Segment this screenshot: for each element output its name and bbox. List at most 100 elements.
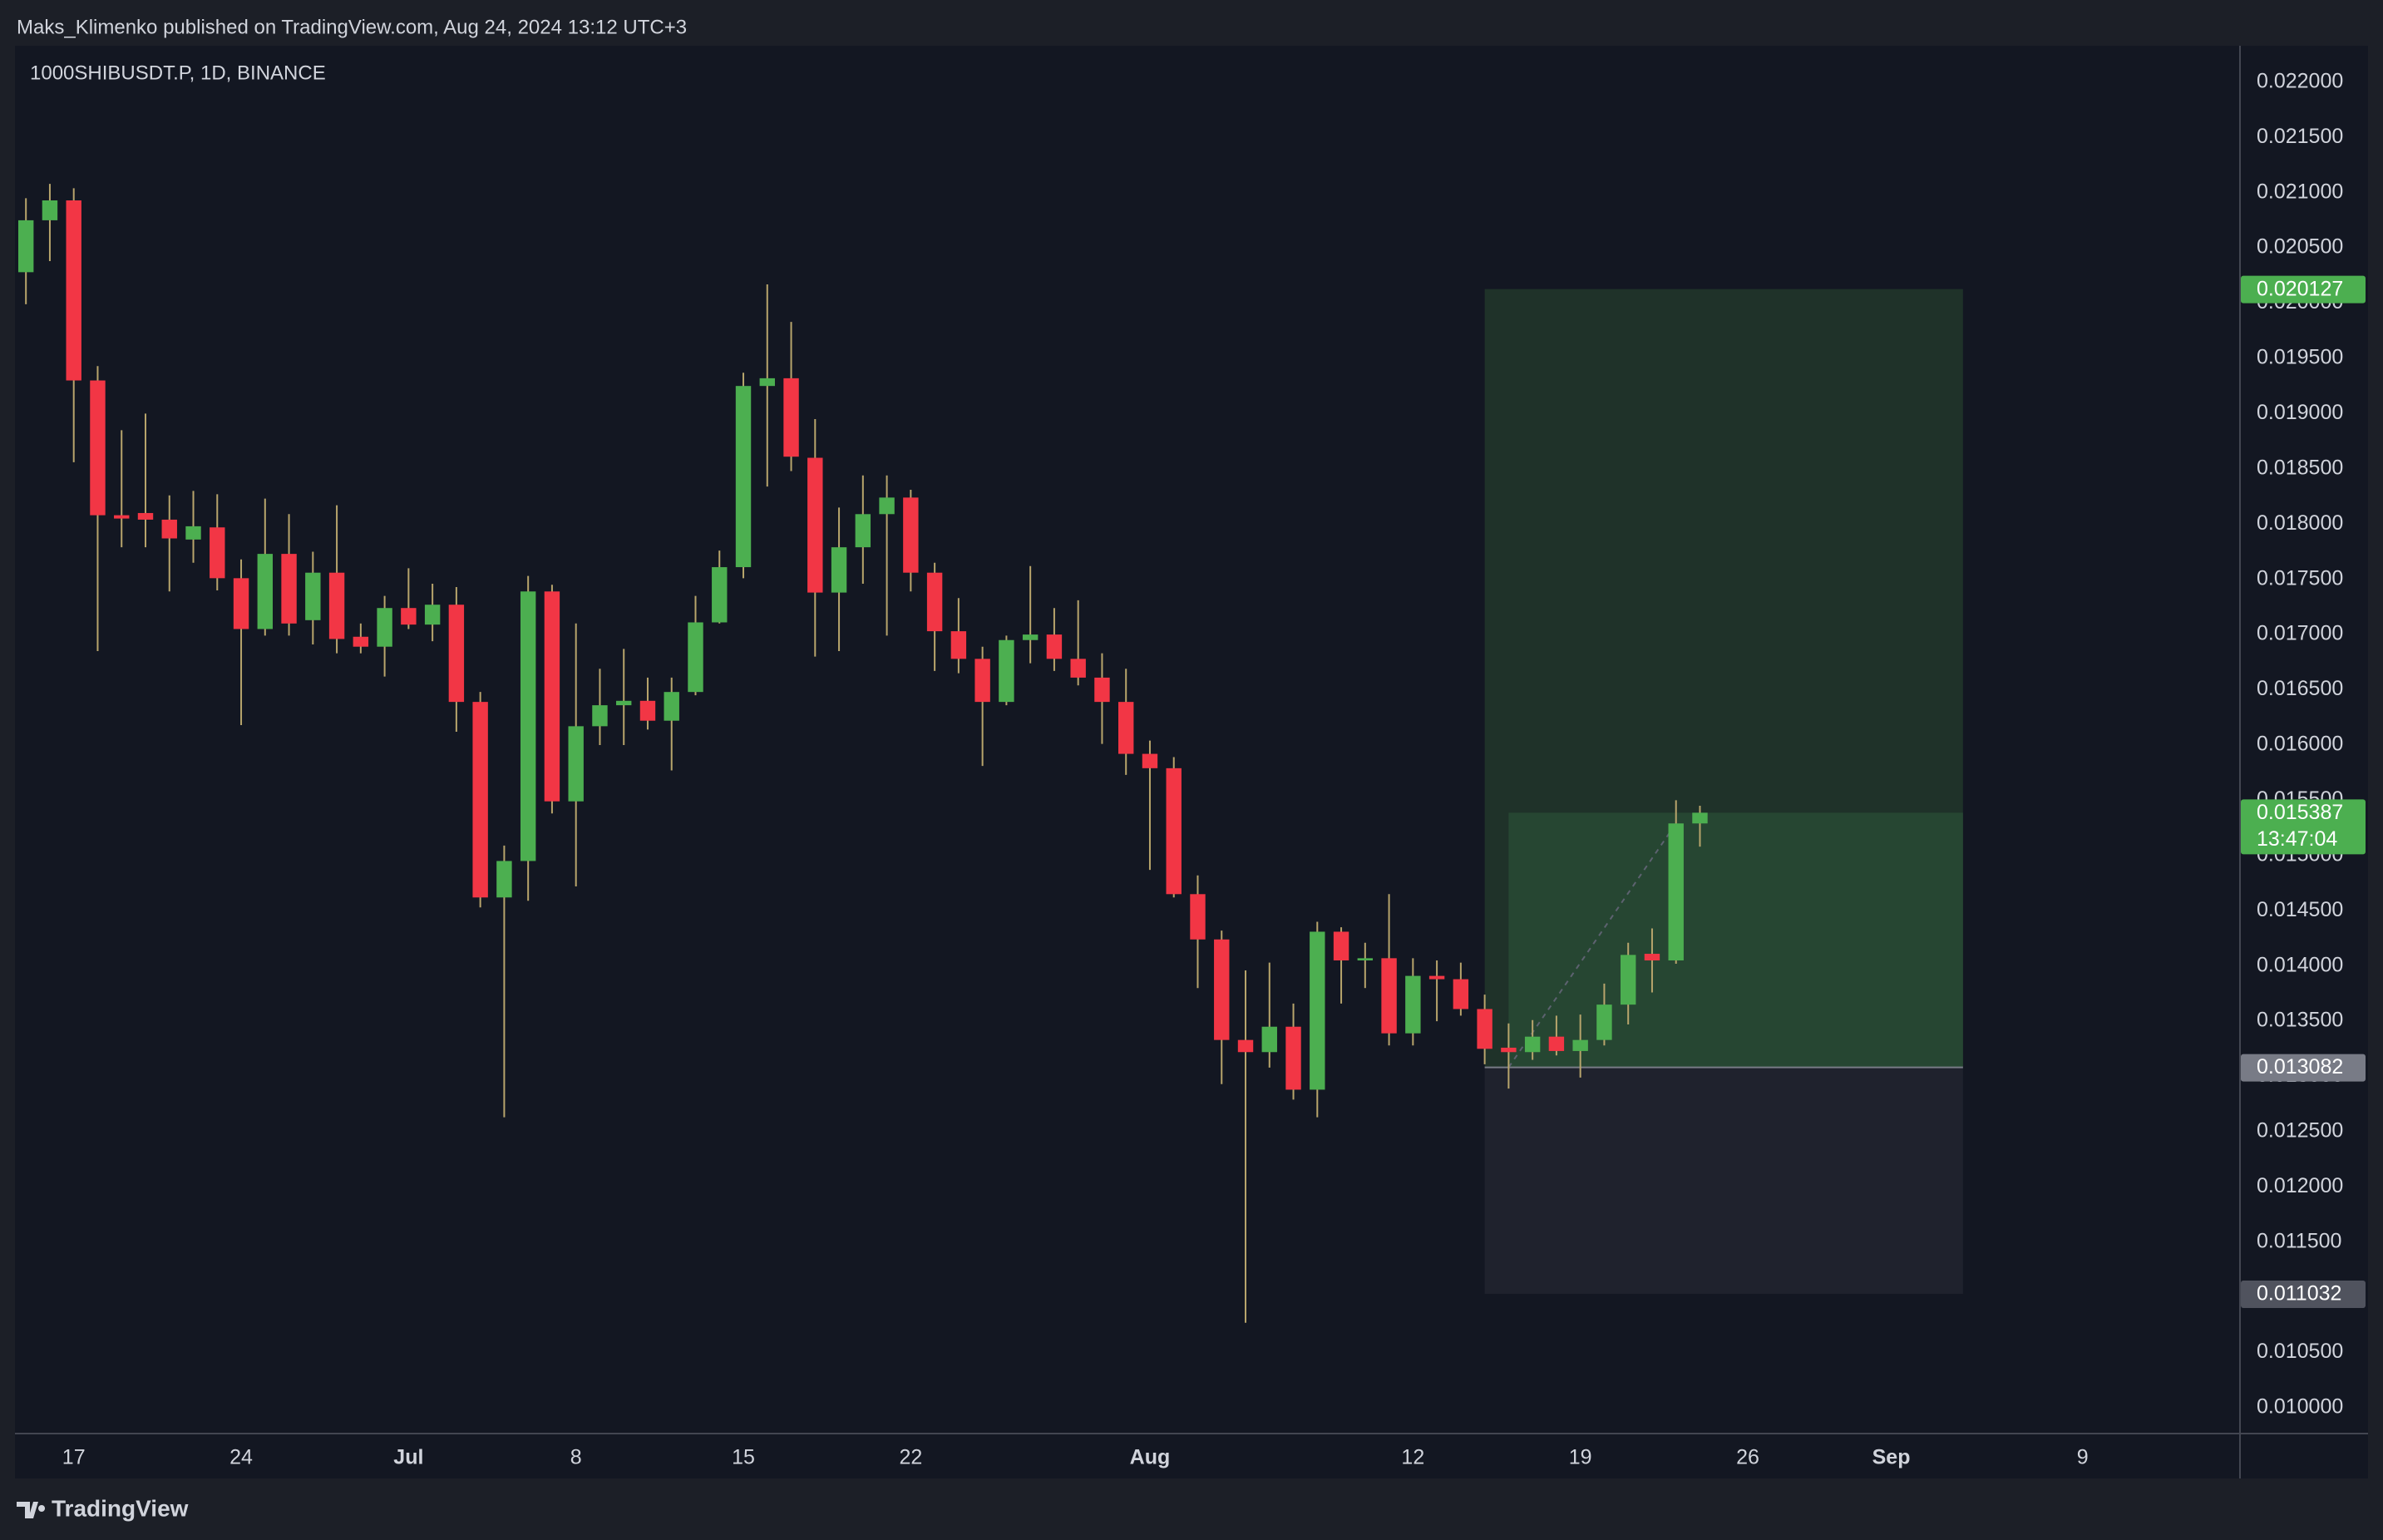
candle-body <box>1094 677 1110 703</box>
candle <box>1477 995 1492 1064</box>
candle <box>831 507 847 652</box>
candle <box>472 692 488 908</box>
candle <box>664 677 679 771</box>
candle-body <box>17 220 34 273</box>
candle-body <box>1644 954 1660 961</box>
candle-body <box>1285 1026 1301 1090</box>
candle <box>1214 930 1230 1084</box>
candle <box>1190 875 1206 989</box>
candle-body <box>1310 931 1325 1090</box>
candle-body <box>42 200 58 220</box>
candle-body <box>1046 634 1063 659</box>
candle-body <box>210 527 225 579</box>
candle-body <box>496 861 512 898</box>
candle-body <box>999 639 1014 703</box>
x-tick-label: Aug <box>1130 1446 1171 1469</box>
candle <box>1357 942 1374 989</box>
candle <box>639 677 656 730</box>
y-tick-label: 0.018000 <box>2257 511 2343 535</box>
candle-body <box>448 605 465 703</box>
candle-body <box>1692 812 1708 824</box>
x-tick-label: 19 <box>1569 1446 1592 1469</box>
candle <box>759 284 775 487</box>
candle <box>568 623 584 886</box>
candle <box>257 498 273 636</box>
candle-body <box>855 514 871 548</box>
candle <box>90 366 106 652</box>
candle-body <box>472 702 488 898</box>
candle-body <box>1261 1026 1277 1053</box>
candle <box>353 623 369 654</box>
candle <box>185 491 201 563</box>
candle <box>305 551 321 645</box>
candle <box>377 595 392 677</box>
y-tick-label: 0.014000 <box>2257 953 2343 976</box>
candle-body <box>66 200 81 381</box>
y-tick-label: 0.010000 <box>2257 1395 2343 1419</box>
logo-icon <box>17 1502 46 1518</box>
candle-body <box>1572 1039 1588 1051</box>
candle <box>1237 970 1254 1323</box>
candle-body <box>1117 702 1134 754</box>
candle-body <box>879 497 895 515</box>
candle-body <box>281 554 297 624</box>
y-tick-label: 0.018500 <box>2257 456 2343 479</box>
candle <box>999 635 1014 706</box>
candle-body <box>1237 1039 1254 1053</box>
header: Maks_Klimenko published on TradingView.c… <box>17 16 687 38</box>
y-tick-label: 0.010500 <box>2257 1340 2343 1363</box>
x-tick-label: 17 <box>62 1446 86 1469</box>
y-tick-label: 0.016500 <box>2257 677 2343 700</box>
candle <box>1692 806 1708 847</box>
candle-body <box>807 457 823 593</box>
candle-body <box>568 726 584 802</box>
candle <box>974 646 990 767</box>
candle <box>1070 600 1086 686</box>
y-tick-label: 0.019500 <box>2257 346 2343 369</box>
open-profit <box>1508 812 1963 1068</box>
candle <box>1142 740 1158 871</box>
candle-body <box>1548 1036 1565 1051</box>
countdown: 13:47:04 <box>2257 827 2337 851</box>
candle-body <box>735 386 752 568</box>
candle <box>903 490 919 592</box>
candle <box>712 550 728 624</box>
candle-body <box>1022 634 1039 640</box>
candle <box>855 475 871 584</box>
candle <box>616 649 632 745</box>
chart-title: 1000SHIBUSDT.P, 1D, BINANCE <box>30 62 326 84</box>
candle <box>1381 894 1397 1046</box>
candle <box>1548 1015 1565 1056</box>
candle <box>210 494 225 590</box>
candle <box>17 198 34 304</box>
candle-body <box>712 567 728 623</box>
entry-label-box <box>2241 1054 2366 1082</box>
y-tick-label: 0.011500 <box>2257 1229 2341 1252</box>
candle-body <box>1668 823 1684 961</box>
candle <box>1668 800 1684 964</box>
y-tick-label: 0.020500 <box>2257 235 2343 259</box>
candle <box>1596 983 1612 1046</box>
stop-label-box <box>2241 1280 2366 1308</box>
chart-pane <box>15 46 2368 1478</box>
candle <box>1261 962 1277 1068</box>
target-label-box <box>2241 275 2366 304</box>
candle-body <box>353 636 369 647</box>
candle-body <box>520 591 536 861</box>
candle-body <box>1501 1047 1517 1053</box>
candle-body <box>1381 958 1397 1034</box>
candle-body <box>257 554 273 629</box>
candle <box>1453 962 1469 1016</box>
candle <box>1046 608 1063 671</box>
candle-body <box>1190 894 1206 940</box>
candle <box>1094 653 1110 744</box>
candle-body <box>592 705 608 727</box>
y-tick-label: 0.012000 <box>2257 1174 2343 1197</box>
y-tick-label: 0.017500 <box>2257 566 2343 590</box>
candle-body <box>1453 979 1469 1009</box>
y-tick-label: 0.021500 <box>2257 125 2343 148</box>
target-label: 0.020127 <box>2257 277 2343 300</box>
candle-body <box>1142 753 1158 768</box>
x-tick-label: 9 <box>2077 1446 2089 1469</box>
